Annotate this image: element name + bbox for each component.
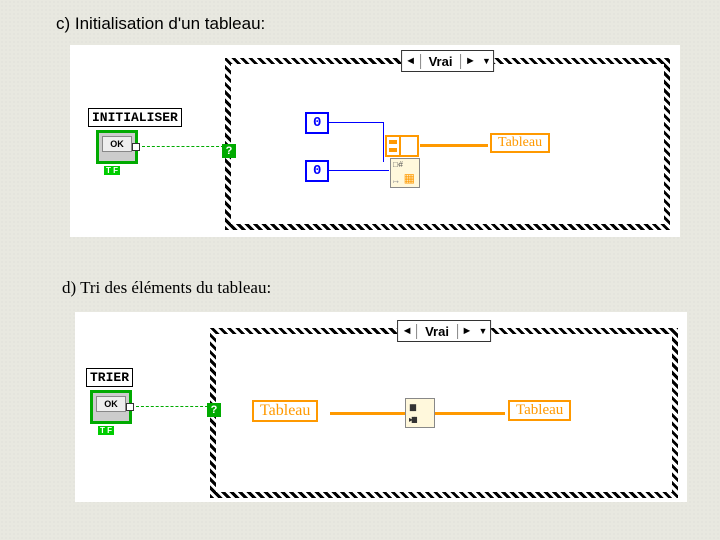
array-wire-in	[330, 412, 405, 415]
tableau-input-d: Tableau	[252, 400, 318, 422]
tableau-output-d: Tableau	[508, 400, 571, 421]
tf-badge: T F	[104, 166, 120, 175]
case-selector-c[interactable]: ◄ Vrai ► ▼	[401, 50, 495, 72]
case-tunnel-icon: ?	[207, 403, 221, 417]
chevron-left-icon[interactable]: ◄	[398, 325, 416, 337]
sort-button-label: TRIER	[86, 368, 133, 387]
chevron-left-icon[interactable]: ◄	[402, 55, 420, 67]
sort-ok-button[interactable]: OK	[90, 390, 132, 424]
dropdown-icon[interactable]: ▼	[479, 56, 493, 66]
size-constant[interactable]: 0	[305, 160, 329, 182]
tableau-output-c: Tableau	[490, 133, 550, 153]
dim-constant[interactable]: 0	[305, 112, 329, 134]
wire-dim-v	[383, 122, 384, 162]
section-d-title: d) Tri des éléments du tableau:	[62, 278, 271, 298]
array-output-wire	[420, 144, 488, 147]
wire-dim	[327, 122, 383, 123]
case-tunnel-icon: ?	[222, 144, 236, 158]
ok-text: OK	[96, 396, 126, 412]
tf-badge: T F	[98, 426, 114, 435]
chevron-right-icon[interactable]: ►	[458, 325, 476, 337]
section-c-title: c) Initialisation d'un tableau:	[56, 14, 265, 34]
init-button-label: INITIALISER	[88, 108, 182, 127]
button-terminal-icon	[132, 143, 140, 151]
initialize-array-node-icon[interactable]: ↦	[390, 158, 420, 188]
init-ok-button[interactable]: OK	[96, 130, 138, 164]
wire-size	[327, 170, 389, 171]
selector-label: Vrai	[416, 324, 458, 339]
bool-wire	[142, 146, 224, 147]
sort-array-node-icon[interactable]	[405, 398, 435, 428]
dropdown-icon[interactable]: ▼	[476, 326, 490, 336]
chevron-right-icon[interactable]: ►	[461, 55, 479, 67]
array-constant-icon[interactable]	[385, 135, 419, 157]
array-wire-out	[435, 412, 505, 415]
selector-label: Vrai	[420, 54, 462, 69]
button-terminal-icon	[126, 403, 134, 411]
case-selector-d[interactable]: ◄ Vrai ► ▼	[397, 320, 491, 342]
ok-text: OK	[102, 136, 132, 152]
bool-wire-d	[136, 406, 208, 407]
